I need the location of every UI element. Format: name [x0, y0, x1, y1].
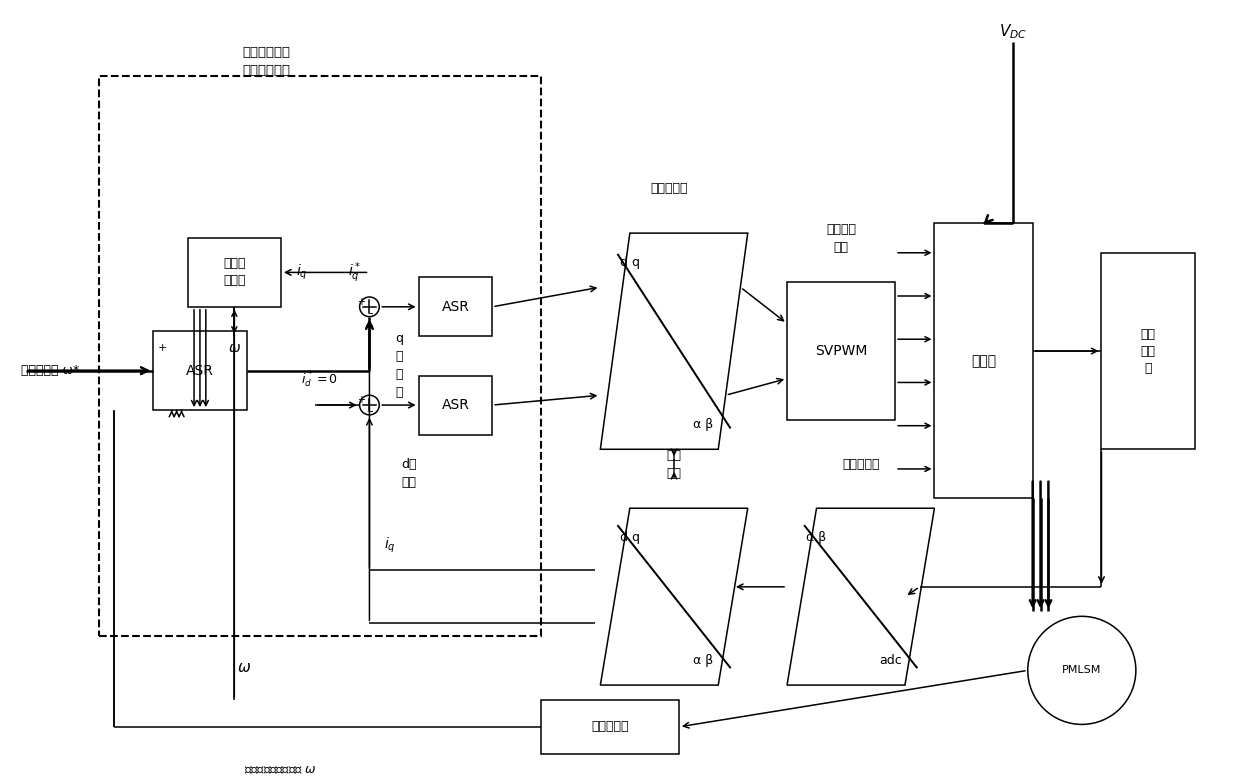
Text: $\omega$: $\omega$ [237, 660, 252, 675]
Polygon shape [600, 508, 748, 685]
Text: 转动惯
量估计: 转动惯 量估计 [223, 258, 246, 287]
Text: $i_q$: $i_q$ [384, 536, 396, 555]
Text: $i_q^*$: $i_q^*$ [348, 261, 361, 285]
Bar [1101, 253, 1195, 449]
Text: 派克
变换: 派克 变换 [667, 449, 682, 479]
Text: 速度传感器: 速度传感器 [591, 720, 629, 734]
Text: d轴
电流: d轴 电流 [401, 458, 417, 489]
Text: $V_{DC}$: $V_{DC}$ [999, 22, 1027, 41]
Text: q
轴
电
流: q 轴 电 流 [394, 332, 403, 399]
Text: 逆变器: 逆变器 [971, 354, 996, 368]
Text: 永磁同步电机角速度 $\omega$: 永磁同步电机角速度 $\omega$ [244, 763, 316, 777]
Text: 克拉克变换: 克拉克变换 [842, 457, 879, 471]
Bar [154, 331, 247, 410]
Bar [419, 376, 492, 435]
Text: 矢量脉宽
调制: 矢量脉宽 调制 [826, 222, 856, 254]
Bar [542, 700, 680, 754]
Text: SVPWM: SVPWM [815, 344, 867, 358]
Text: -: - [368, 406, 373, 418]
Text: 模糊自适应内
模速度控制器: 模糊自适应内 模速度控制器 [242, 45, 290, 77]
Text: 电流
传感
器: 电流 传感 器 [1141, 327, 1156, 374]
Text: $\omega$: $\omega$ [228, 341, 241, 355]
Bar [787, 282, 895, 420]
Text: α β: α β [693, 418, 714, 431]
Text: d q: d q [620, 256, 640, 269]
Text: 参考角速度 ω*: 参考角速度 ω* [21, 364, 79, 377]
Text: PMLSM: PMLSM [1063, 666, 1101, 676]
Text: $i_q$: $i_q$ [296, 263, 308, 282]
Polygon shape [600, 233, 748, 449]
Text: 反派克变换: 反派克变换 [650, 182, 688, 196]
Text: -: - [368, 307, 373, 320]
Text: α β: α β [806, 531, 827, 544]
Text: +: + [357, 297, 365, 307]
Text: α β: α β [693, 654, 714, 667]
Text: $i_d^*=0$: $i_d^*=0$ [300, 370, 337, 390]
Bar [187, 238, 281, 307]
Text: ASR: ASR [441, 398, 470, 412]
Text: ASR: ASR [441, 300, 470, 314]
Text: adc: adc [879, 654, 901, 667]
Text: +: + [159, 343, 167, 353]
Bar [419, 277, 492, 336]
Bar [935, 223, 1033, 499]
Polygon shape [787, 508, 935, 685]
Text: d q: d q [620, 531, 640, 544]
Text: ASR: ASR [186, 363, 213, 377]
Bar [99, 76, 542, 636]
Text: +: + [357, 395, 365, 405]
